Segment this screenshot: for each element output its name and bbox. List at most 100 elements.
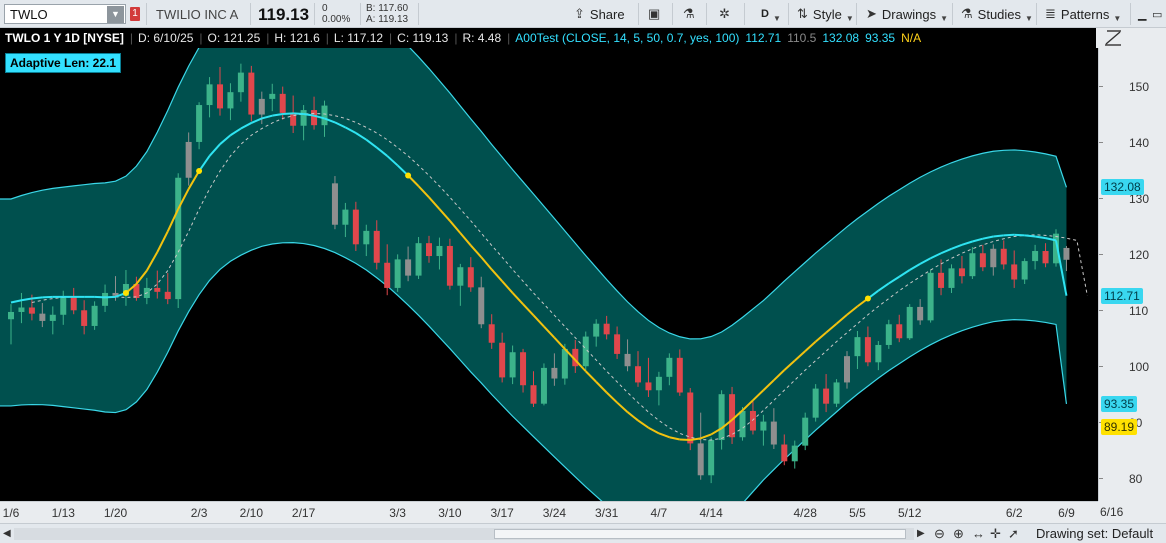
chart-symbol-title[interactable]: TWLO 1 Y 1D [NYSE] — [5, 31, 124, 45]
patterns-button[interactable]: ≣ Patterns ▼ — [1045, 4, 1121, 24]
candle-body — [467, 267, 474, 288]
chevron-down-icon: ▼ — [772, 13, 781, 23]
study-name[interactable]: A00Test (CLOSE, 14, 5, 50, 0.7, yes, 100… — [515, 31, 740, 45]
bar-low: L: 117.12 — [333, 31, 384, 45]
adaptive-average-segment — [919, 257, 932, 265]
signal-dot — [196, 168, 203, 175]
studies-button[interactable]: ⚗ Studies ▼ — [961, 4, 1033, 24]
adaptive-average-segment — [282, 112, 294, 115]
y-tick-mark — [1099, 198, 1103, 199]
y-tick-mark — [1099, 477, 1103, 479]
candle-body — [1000, 248, 1007, 265]
adaptive-average-segment — [511, 292, 524, 305]
symbol-input[interactable]: TWLO ▼ — [4, 4, 126, 24]
candle-body — [1032, 251, 1039, 262]
drawings-button[interactable]: ➤ Drawings ▼ — [866, 4, 948, 24]
x-tick-label: 4/14 — [699, 506, 723, 520]
x-tick-label: 6/2 — [1005, 506, 1023, 520]
symbol-value[interactable]: TWLO — [10, 6, 48, 22]
candle-body — [436, 245, 443, 257]
share-button[interactable]: ⇪ Share — [574, 4, 625, 24]
pan-horizontal-icon[interactable]: ↔ — [972, 526, 985, 541]
adaptive-average-segment — [595, 381, 608, 394]
candle-body — [697, 443, 704, 476]
y-tick-label: 110 — [1129, 303, 1149, 318]
adaptive-average-segment — [272, 113, 283, 117]
y-tick-mark — [1099, 142, 1103, 144]
adaptive-average-segment — [219, 134, 232, 145]
scrollbar-thumb[interactable] — [494, 529, 906, 539]
candle-body — [248, 72, 255, 115]
adaptive-average-segment — [1024, 234, 1036, 238]
period-button[interactable]: D ▼ — [761, 4, 781, 24]
x-tick-label: 1/13 — [51, 506, 75, 520]
adaptive-average-segment — [470, 244, 482, 258]
adaptive-average-segment — [10, 299, 22, 304]
adaptive-average-segment — [480, 256, 493, 271]
candle-body — [958, 268, 965, 277]
divider — [1130, 3, 1131, 25]
adaptive-average-segment — [156, 230, 169, 253]
ask-price: A: 119.13 — [366, 14, 409, 25]
candle-body — [624, 353, 631, 367]
y-tick-label: 80 — [1129, 471, 1143, 486]
adaptive-average-segment — [731, 409, 744, 421]
drawing-set-label[interactable]: Drawing set: Default — [1036, 526, 1154, 541]
candle-body — [394, 259, 401, 288]
pointer-icon[interactable]: ➚ — [1008, 526, 1019, 541]
symbol-dropdown-icon[interactable]: ▼ — [107, 5, 124, 23]
adaptive-average-segment — [574, 359, 587, 372]
candle-body — [112, 292, 119, 296]
time-axis[interactable]: 1/6 1/13 1/20 2/3 2/10 2/17 3/3 3/10 3/17 3/24 3/3… — [0, 501, 1098, 523]
style-button[interactable]: ⇅ Style ▼ — [797, 4, 854, 24]
candle-body — [844, 356, 850, 383]
horizontal-scrollbar[interactable] — [14, 528, 914, 540]
chart-plot[interactable] — [0, 48, 1098, 501]
x-tick-label: 4/28 — [793, 506, 817, 520]
adaptive-average-segment — [647, 426, 660, 435]
scroll-right-icon[interactable]: ▶ — [917, 528, 925, 539]
lab-button[interactable]: ⚗ — [683, 4, 700, 24]
adaptive-average-segment — [293, 112, 304, 115]
minimize-button[interactable]: ▁ — [1138, 4, 1146, 24]
adaptive-average-segment — [961, 240, 973, 246]
style-label: Style — [812, 6, 842, 22]
candle-body — [373, 230, 380, 263]
expand-axis-icon[interactable] — [1096, 28, 1164, 48]
studies-label: Studies — [977, 6, 1022, 22]
candle-body — [81, 310, 88, 326]
adaptive-average-segment — [773, 369, 785, 381]
adaptive-average-segment — [825, 322, 838, 334]
scroll-left-icon[interactable]: ◀ — [3, 528, 11, 539]
y-tick-mark — [1099, 253, 1103, 255]
candle-body — [906, 306, 913, 339]
price-axis[interactable]: 8090100110120130140150132.08112.7193.358… — [1098, 48, 1166, 501]
snapshot-button[interactable]: ▣ — [648, 4, 665, 24]
adaptive-average-segment — [658, 432, 670, 439]
adaptive-average-segment — [386, 155, 399, 167]
candle-body — [864, 337, 871, 363]
adaptive-average-segment — [42, 295, 53, 299]
adaptive-average-segment — [982, 235, 994, 240]
maximize-button[interactable]: ▭ — [1152, 4, 1162, 24]
y-tick-label: 130 — [1129, 192, 1150, 206]
alert-badge[interactable]: 1 — [130, 7, 140, 21]
candle-body — [488, 324, 495, 343]
y-tick-mark — [1099, 365, 1103, 367]
adaptive-average-segment — [324, 117, 336, 124]
zoom-out-icon[interactable]: ⊖ — [934, 526, 945, 541]
price-chart[interactable]: Adaptive Len: 22.1 — [0, 48, 1098, 501]
x-tick-label: 3/3 — [389, 506, 406, 520]
candle-body — [405, 259, 412, 276]
adaptive-average-segment — [355, 132, 367, 141]
candle-body — [875, 344, 882, 363]
settings-button[interactable]: ✲ — [719, 4, 735, 24]
candle-body — [708, 440, 715, 476]
zoom-in-icon[interactable]: ⊕ — [953, 526, 964, 541]
candle-body — [70, 296, 77, 311]
adaptive-average-segment — [637, 419, 650, 429]
candle-body — [227, 92, 234, 109]
crosshair-icon[interactable]: ✛ — [990, 526, 1001, 541]
x-tick-label: 3/24 — [542, 506, 567, 520]
